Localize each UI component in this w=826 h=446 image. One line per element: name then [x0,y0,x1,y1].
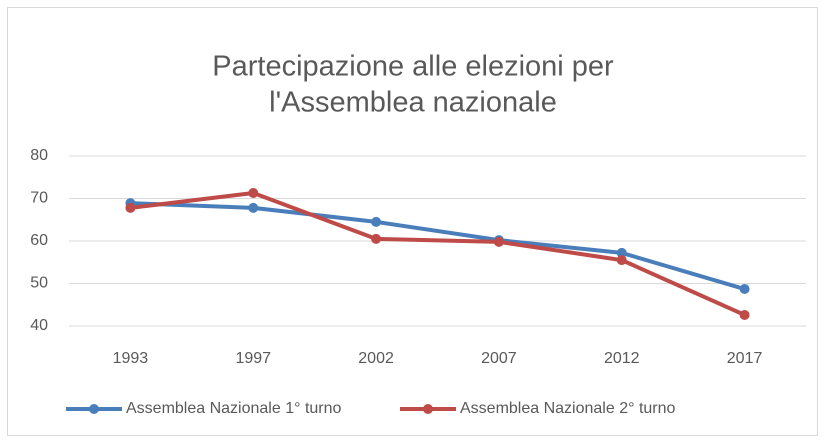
x-tick-label: 2007 [481,350,517,367]
series-line [128,190,747,317]
legend-label: Assemblea Nazionale 1° turno [126,400,342,417]
x-tick-label: 1997 [235,350,271,367]
point [371,216,382,227]
point [739,284,750,295]
point [739,309,750,320]
point [248,202,259,213]
chart-title: l'Assemblea nazionale [269,87,557,119]
point [493,236,504,247]
point [371,233,382,244]
series-line [128,201,747,292]
x-tick-label: 2017 [727,350,763,367]
y-tick-label: 40 [30,317,48,334]
legend-marker [89,404,99,414]
point [125,202,136,213]
y-tick-label: 60 [30,232,48,249]
y-tick-label: 70 [30,190,48,207]
x-tick-label: 2012 [604,350,640,367]
y-tick-label: 80 [30,147,48,164]
legend-marker [423,404,433,414]
chart-border [7,7,818,436]
legend-label: Assemblea Nazionale 2° turno [460,400,676,417]
point [616,247,627,258]
y-tick-label: 50 [30,275,48,292]
x-tick-label: 2002 [358,350,394,367]
point [248,187,259,198]
x-tick-label: 1993 [113,350,149,367]
point [616,255,627,266]
chart-title: Partecipazione alle elezioni per [212,51,614,83]
